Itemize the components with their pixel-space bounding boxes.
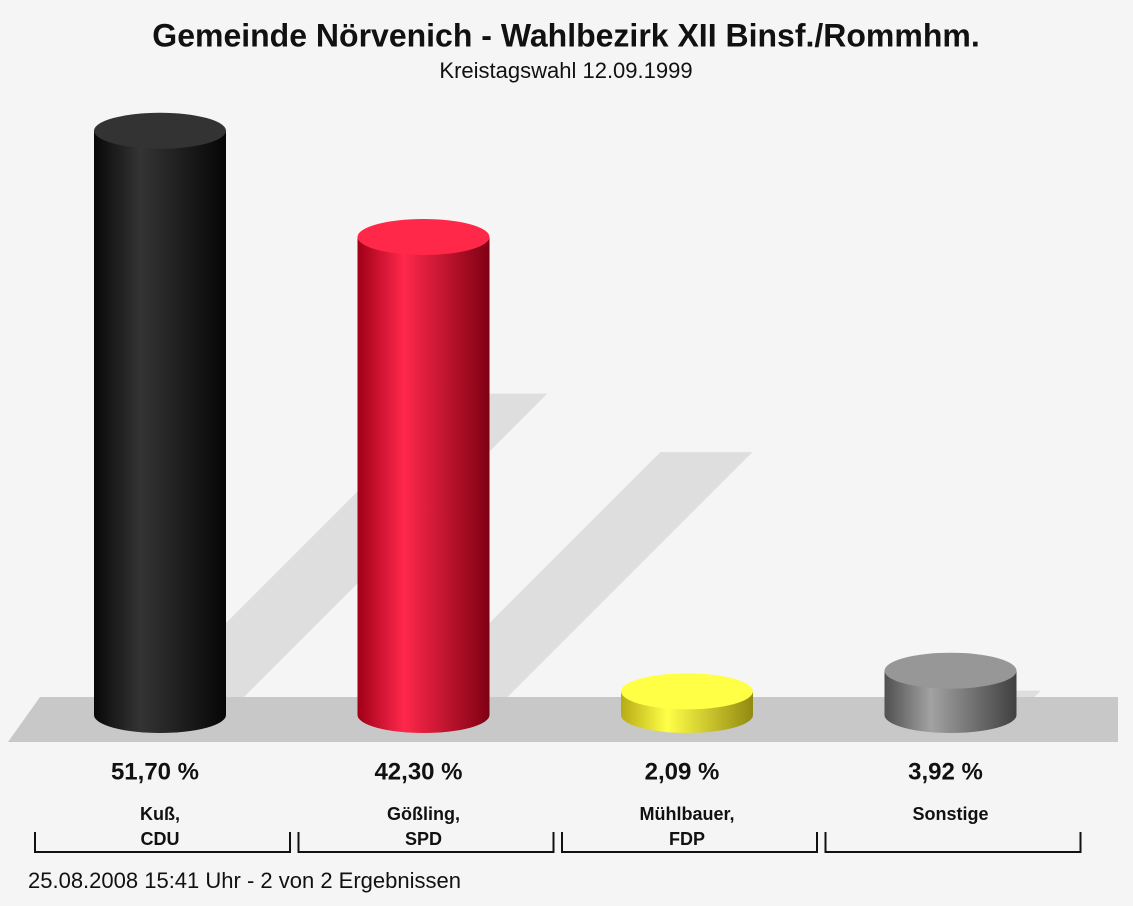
category-bracket bbox=[34, 832, 291, 853]
x-tick-label: CDU bbox=[141, 829, 180, 849]
value-label: 2,09 % bbox=[645, 758, 720, 785]
footer: 25.08.2008 15:41 Uhr - 2 von 2 Ergebniss… bbox=[28, 868, 461, 893]
value-label: 51,70 % bbox=[111, 758, 199, 785]
bar-body bbox=[357, 237, 490, 715]
category-bracket bbox=[297, 832, 555, 853]
floor bbox=[8, 697, 1118, 742]
value-label: 3,92 % bbox=[908, 758, 983, 785]
bar bbox=[884, 652, 1017, 733]
chart-subtitle: Kreistagswahl 12.09.1999 bbox=[439, 58, 692, 83]
x-tick-label: Kuß, bbox=[140, 804, 180, 824]
bar-top bbox=[621, 673, 753, 710]
value-label: 42,30 % bbox=[374, 758, 462, 785]
bar-top bbox=[884, 652, 1017, 689]
x-tick-label: FDP bbox=[669, 829, 705, 849]
category-bracket bbox=[824, 832, 1082, 853]
bar bbox=[621, 673, 753, 733]
bar bbox=[94, 112, 226, 733]
category-bracket bbox=[561, 832, 818, 853]
bar-top bbox=[94, 112, 226, 149]
bar-top bbox=[357, 219, 490, 256]
x-tick-label: Gößling, bbox=[387, 804, 460, 824]
x-tick-label: SPD bbox=[405, 829, 442, 849]
bar bbox=[357, 219, 490, 733]
chart-title: Gemeinde Nörvenich - Wahlbezirk XII Bins… bbox=[152, 17, 979, 53]
x-tick-label: Sonstige bbox=[912, 804, 988, 824]
bar-body bbox=[94, 130, 226, 716]
x-tick-label: Mühlbauer, bbox=[639, 804, 734, 824]
